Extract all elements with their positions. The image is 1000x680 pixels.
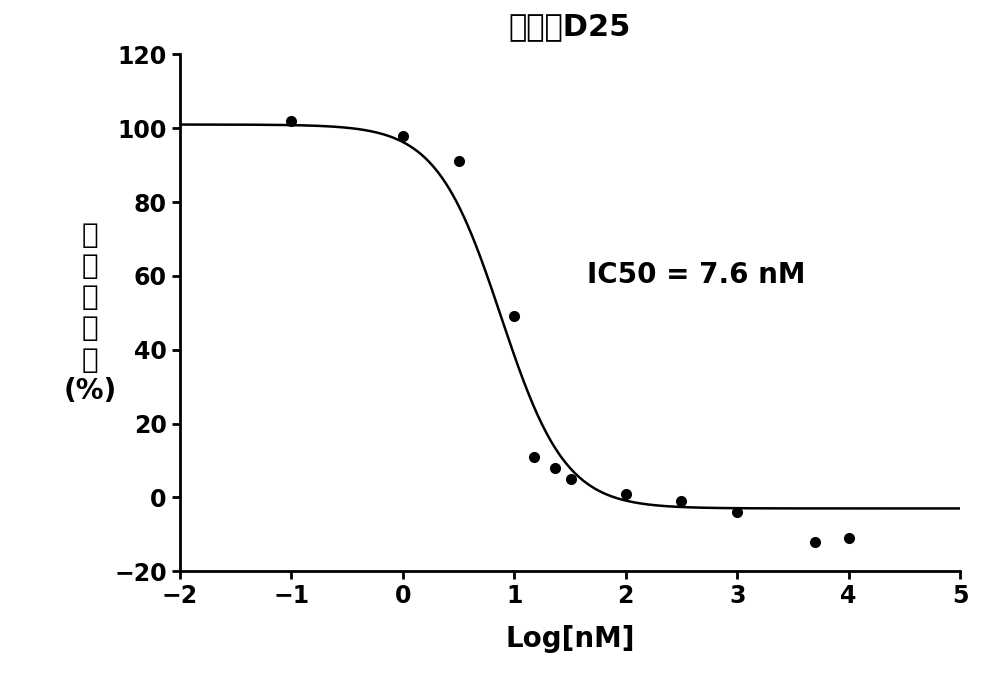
Text: IC50 = 7.6 nM: IC50 = 7.6 nM [587, 261, 805, 289]
Point [563, 473, 579, 484]
Point [729, 507, 745, 517]
Point [673, 496, 689, 507]
Point [506, 311, 522, 322]
Point [526, 452, 542, 462]
Point [547, 462, 563, 473]
Point [841, 532, 857, 543]
Text: 英
光
信
号
值
(%): 英 光 信 号 值 (%) [64, 220, 117, 405]
Point [283, 116, 299, 126]
Point [395, 130, 411, 141]
Title: 化合物D25: 化合物D25 [509, 12, 631, 41]
Point [451, 156, 467, 167]
X-axis label: Log[nM]: Log[nM] [505, 625, 635, 653]
Point [807, 537, 823, 547]
Point [618, 488, 634, 499]
